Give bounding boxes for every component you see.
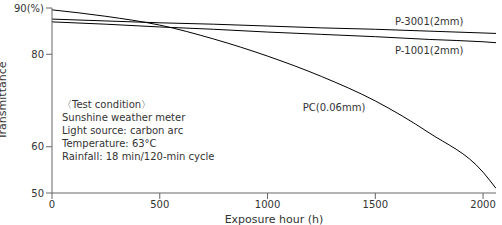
html-text:Rainfall: 18 min/120-min cycle: Rainfall: 18 min/120-min cycle <box>62 151 215 162</box>
svg-text:80: 80 <box>31 49 44 60</box>
html-text:Light source: carbon arc: Light source: carbon arc <box>62 125 184 136</box>
html-text:Sunshine weather meter: Sunshine weather meter <box>62 112 186 123</box>
svg-text:60: 60 <box>31 141 44 152</box>
svg-text:P-3001(2mm): P-3001(2mm) <box>395 16 464 27</box>
html-text:〈Test condition〉: 〈Test condition〉 <box>62 99 152 110</box>
svg-text:90(%): 90(%) <box>14 3 44 14</box>
svg-text:Transmittance: Transmittance <box>8 61 9 140</box>
svg-text:PC(0.06mm): PC(0.06mm) <box>303 102 366 113</box>
svg-text:500: 500 <box>150 199 169 210</box>
svg-text:1500: 1500 <box>363 199 388 210</box>
svg-text:2000: 2000 <box>470 199 494 210</box>
html-text:Temperature: 63°C: Temperature: 63°C <box>62 138 157 149</box>
svg-text:50: 50 <box>31 188 44 199</box>
svg-text:1000: 1000 <box>255 199 280 210</box>
svg-text:0: 0 <box>49 199 55 210</box>
svg-text:Exposure hour (h): Exposure hour (h) <box>225 213 324 225</box>
svg-text:P-1001(2mm): P-1001(2mm) <box>395 45 464 56</box>
